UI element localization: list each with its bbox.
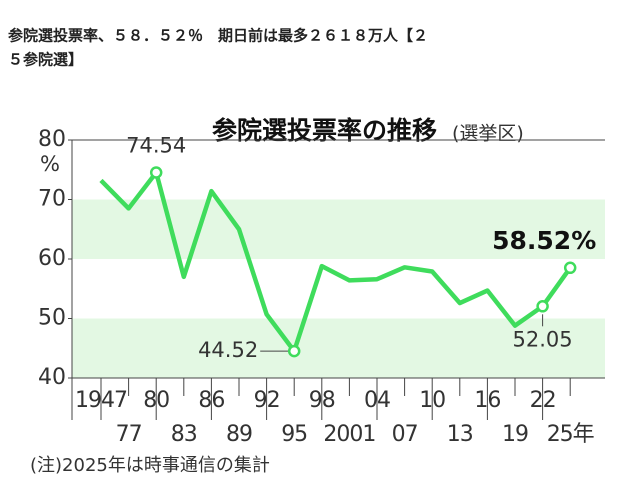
series-line — [99, 170, 573, 354]
x-tick-label: 80 — [143, 388, 169, 413]
y-tick-label: 60 — [38, 246, 66, 271]
x-tick-label: 10 — [419, 388, 445, 413]
x-tick-label: 04 — [364, 388, 390, 413]
data-label: 58.52% — [492, 226, 596, 255]
chart-title: 参院選投票率の推移 — [212, 116, 437, 145]
x-tick-label: 13 — [447, 422, 473, 447]
y-tick-label: 50 — [38, 306, 66, 331]
x-tick-label: 22 — [530, 388, 556, 413]
y-tick-label: 70 — [38, 187, 66, 212]
x-tick-label: 89 — [226, 422, 252, 447]
point — [536, 300, 549, 313]
x-tick-label: 2001 — [323, 422, 375, 447]
headline-wrap: ５参院選】 — [8, 51, 83, 69]
data-label: 52.05 — [513, 327, 573, 351]
y-tick-label: 40 — [38, 365, 66, 390]
x-tick-label: 86 — [198, 388, 224, 413]
headline: 参院選投票率、５８．５２％ 期日前は最多２６１８万人【２ — [8, 27, 428, 45]
point — [149, 166, 163, 179]
x-tick-label: 07 — [392, 422, 418, 447]
x-tick-label: 83 — [171, 422, 197, 447]
x-tick-label: 19 — [502, 422, 528, 447]
data-label: 44.52 — [198, 338, 258, 362]
x-tick-label: 95 — [281, 422, 307, 447]
note: (注)2025年は時事通信の集計 — [30, 455, 270, 476]
band — [72, 318, 605, 378]
x-tick-label: 98 — [309, 388, 335, 413]
y-tick-label: 80 — [38, 127, 66, 152]
x-tick-label: 92 — [254, 388, 280, 413]
point — [287, 344, 301, 358]
chart-subtitle: (選挙区) — [452, 123, 524, 145]
x-tick-label: 77 — [116, 422, 142, 447]
band — [72, 199, 605, 259]
x-tick-label: 25年 — [547, 422, 594, 447]
x-tick-label: 1947 — [75, 388, 127, 413]
y-unit: % — [40, 152, 60, 176]
point — [563, 261, 577, 275]
x-tick-label: 16 — [474, 388, 500, 413]
data-label: 74.54 — [126, 133, 186, 157]
